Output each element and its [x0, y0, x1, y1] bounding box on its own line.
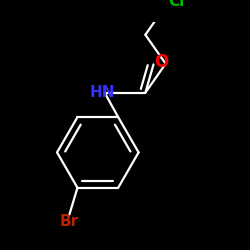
Text: Br: Br: [60, 214, 79, 229]
Text: O: O: [154, 53, 169, 71]
Text: Cl: Cl: [168, 0, 185, 9]
Text: HN: HN: [89, 85, 115, 100]
